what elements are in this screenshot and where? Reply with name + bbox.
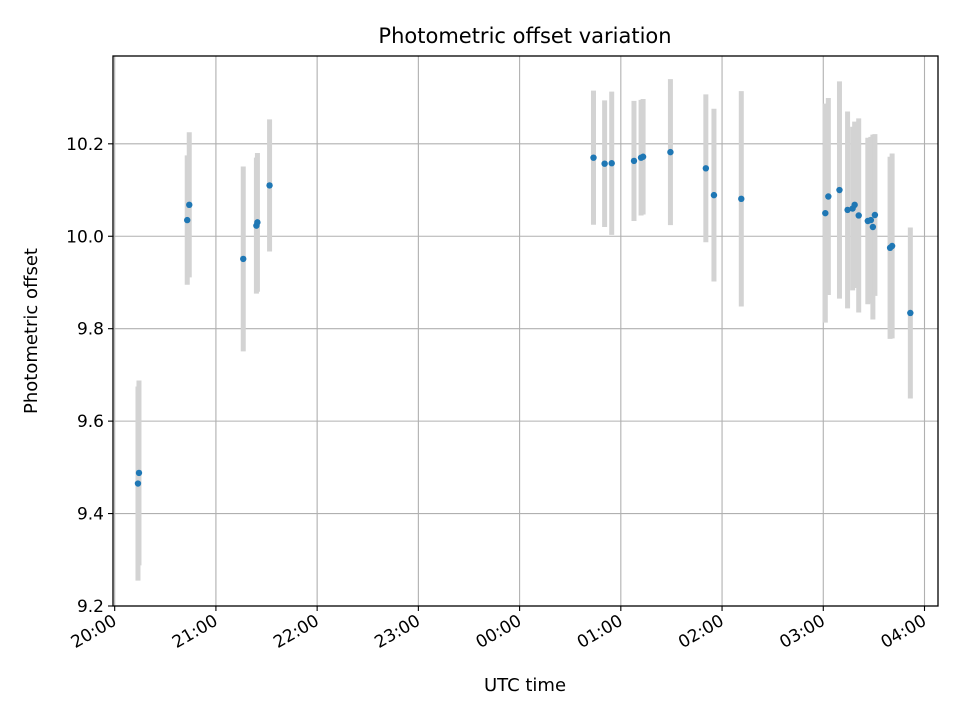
x-tick-label: 20:00 [68, 611, 120, 653]
x-axis: 20:00 21:00 22:00 23:00 00:00 01:00 02:00 03:00… [68, 606, 930, 653]
chart-title: Photometric offset variation [378, 24, 671, 48]
x-tick-label: 04:00 [878, 611, 930, 653]
x-tick-label: 23:00 [371, 611, 423, 653]
x-axis-label: UTC time [484, 675, 566, 696]
error-bars [135, 79, 913, 581]
y-tick-label: 9.8 [77, 320, 104, 340]
data-point [825, 193, 832, 200]
data-point [608, 160, 615, 167]
data-point [871, 211, 879, 219]
data-point [254, 219, 261, 226]
data-point [186, 201, 193, 209]
data-point [738, 195, 745, 203]
x-tick-label: 03:00 [776, 611, 828, 653]
data-point [639, 153, 647, 160]
data-point [266, 182, 273, 189]
data-point [702, 165, 710, 172]
data-point [855, 212, 862, 219]
data-point [867, 216, 875, 224]
data-point [134, 480, 142, 487]
data-point [601, 160, 608, 167]
grid [113, 56, 938, 607]
data-point [135, 469, 143, 477]
y-tick-label: 9.6 [77, 412, 104, 432]
data-point [851, 201, 858, 209]
data-point [869, 223, 877, 231]
data-point [836, 186, 843, 194]
x-tick-label: 00:00 [473, 611, 525, 653]
data-point [822, 209, 829, 217]
y-axis: 9.2 9.4 9.6 9.8 10.0 10.2 [66, 135, 113, 617]
data-point [710, 191, 718, 199]
data-points [134, 148, 914, 487]
data-point [630, 157, 638, 165]
data-point [888, 242, 896, 250]
y-tick-label: 10.2 [66, 135, 104, 155]
data-point [590, 154, 597, 161]
data-point [240, 255, 247, 263]
x-tick-label: 02:00 [675, 611, 727, 653]
plot-frame [112, 55, 939, 607]
y-tick-label: 10.0 [66, 227, 104, 247]
x-tick-label: 21:00 [169, 611, 221, 653]
data-point [667, 148, 674, 156]
data-point [907, 309, 914, 317]
x-tick-label: 01:00 [574, 611, 626, 653]
y-tick-label: 9.4 [77, 505, 104, 525]
y-axis-label: Photometric offset [21, 248, 42, 414]
x-tick-label: 22:00 [270, 611, 322, 653]
data-point [844, 206, 851, 214]
data-point [184, 216, 191, 224]
y-tick-label: 9.2 [77, 597, 104, 617]
